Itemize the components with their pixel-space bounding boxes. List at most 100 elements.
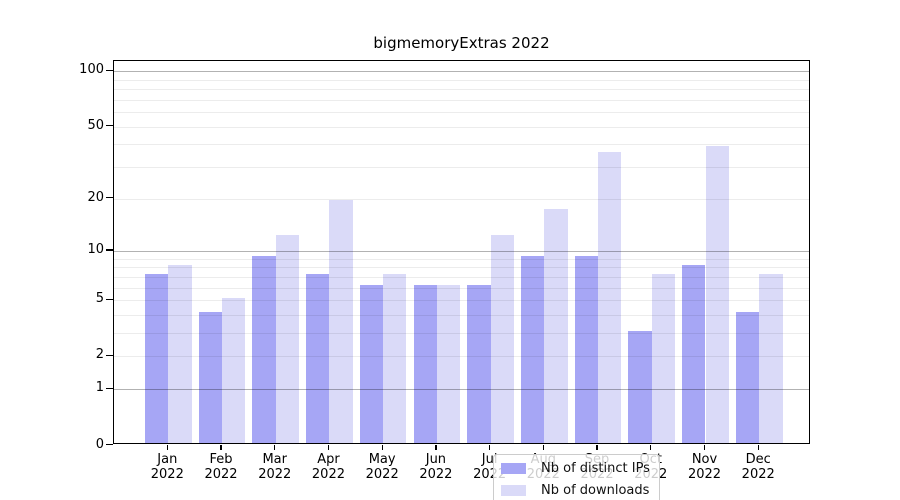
bar-ips-aug [521,256,545,443]
gridline-major-1 [114,389,809,391]
bar-downloads-may [383,274,407,443]
gridline-major-100 [114,71,809,73]
x-tick-label-jan: Jan 2022 [135,452,199,482]
x-tick-month: Apr [317,452,340,467]
bar-ips-nov [682,264,706,443]
bar-downloads-apr [329,200,353,443]
x-tick-year: 2022 [204,467,238,482]
x-tick-year: 2022 [150,467,184,482]
bar-downloads-dec [759,274,783,443]
legend-label-downloads: Nb of downloads [541,483,650,498]
x-tick-mark-apr [327,444,330,450]
gridline-minor-3 [114,333,809,335]
gridline-minor-6 [114,287,809,289]
gridline-major-10 [114,251,809,253]
x-tick-mark-may [381,444,383,450]
y-tick-mark-20 [106,196,113,199]
gridline-minor-40 [114,144,809,146]
x-tick-label-nov: Nov 2022 [673,452,737,482]
bar-downloads-oct [651,274,676,443]
x-tick-mark-jan [166,444,168,450]
x-tick-mark-oct [650,444,652,450]
y-tick-label-100: 100 [79,62,104,78]
x-tick-label-apr: Apr 2022 [296,452,360,482]
legend-item-downloads: Nb of downloads [501,483,651,498]
bars-layer [114,61,809,443]
x-tick-mark-jul [489,444,491,450]
x-tick-year: 2022 [741,467,775,482]
legend-label-distinct-ips: Nb of distinct IPs [541,461,650,476]
x-tick-month: Feb [209,452,233,467]
bar-downloads-feb [222,297,246,443]
x-tick-year: 2022 [419,467,453,482]
x-tick-year: 2022 [311,467,345,482]
gridline-minor-2 [114,356,809,358]
x-tick-mark-feb [220,444,222,450]
bar-ips-jul [467,285,491,443]
gridline-minor-5 [114,300,809,302]
gridline-minor-8 [114,267,809,269]
plot-area: Nb of distinct IPs Nb of downloads [113,60,810,500]
x-tick-year: 2022 [258,467,292,482]
x-tick-mark-jun [435,444,437,450]
bar-downloads-nov [705,145,729,443]
y-tick-mark-50 [106,125,113,127]
bar-ips-may [359,285,384,443]
y-tick-label-0: 0 [95,436,104,452]
x-tick-year: 2022 [365,467,399,482]
x-tick-mark-dec [757,444,759,450]
y-tick-label-2: 2 [95,347,104,363]
y-tick-label-1: 1 [95,380,104,396]
x-tick-mark-nov [703,444,706,450]
x-tick-month: Dec [745,452,771,467]
y-tick-mark-10 [106,249,113,251]
legend: Nb of distinct IPs Nb of downloads [493,454,660,500]
legend-item-distinct-ips: Nb of distinct IPs [501,461,651,476]
gridline-minor-9 [114,258,809,260]
bar-downloads-jul [490,234,514,443]
x-tick-label-feb: Feb 2022 [189,452,253,482]
bar-downloads-jun [436,285,461,443]
gridline-minor-60 [114,112,809,114]
y-tick-label-50: 50 [87,117,104,133]
x-tick-month: May [368,452,396,467]
x-tick-mark-aug [542,444,545,450]
y-tick-label-5: 5 [95,291,104,307]
x-tick-month: Jun [425,452,447,467]
bar-ips-jun [413,285,437,443]
bar-ips-apr [306,274,330,443]
legend-swatch-downloads [501,485,526,496]
bar-ips-feb [198,312,223,443]
bar-ips-dec [735,312,760,443]
gridline-minor-90 [114,79,809,81]
y-tick-mark-100 [106,69,113,71]
gridline-minor-30 [114,167,809,168]
grid-layer [114,61,809,443]
legend-swatch-distinct-ips [501,463,526,474]
x-tick-label-mar: Mar 2022 [243,452,307,482]
x-tick-mark-sep [596,444,598,450]
gridline-minor-20 [114,198,809,200]
gridline-minor-70 [114,99,809,101]
bar-ips-jan [145,274,169,443]
bar-ips-sep [574,256,599,443]
x-tick-month: Nov [691,452,718,467]
x-tick-year: 2022 [687,467,722,482]
x-tick-label-jun: Jun 2022 [404,452,468,482]
gridline-minor-50 [114,126,809,128]
bar-downloads-mar [275,234,300,443]
y-tick-mark-5 [106,298,113,300]
gridline-minor-80 [114,89,809,91]
bar-ips-oct [628,330,652,443]
bar-downloads-aug [544,208,568,443]
bar-downloads-sep [598,152,622,443]
x-tick-month: Mar [262,452,287,467]
bar-downloads-jan [168,264,192,443]
y-tick-mark-1 [106,387,113,389]
y-tick-label-10: 10 [87,242,104,258]
chart-title: bigmemoryExtras 2022 [373,34,550,52]
y-tick-mark-0 [106,443,113,446]
x-tick-mark-mar [274,444,276,450]
y-tick-mark-2 [106,354,113,357]
bar-ips-mar [252,256,276,443]
